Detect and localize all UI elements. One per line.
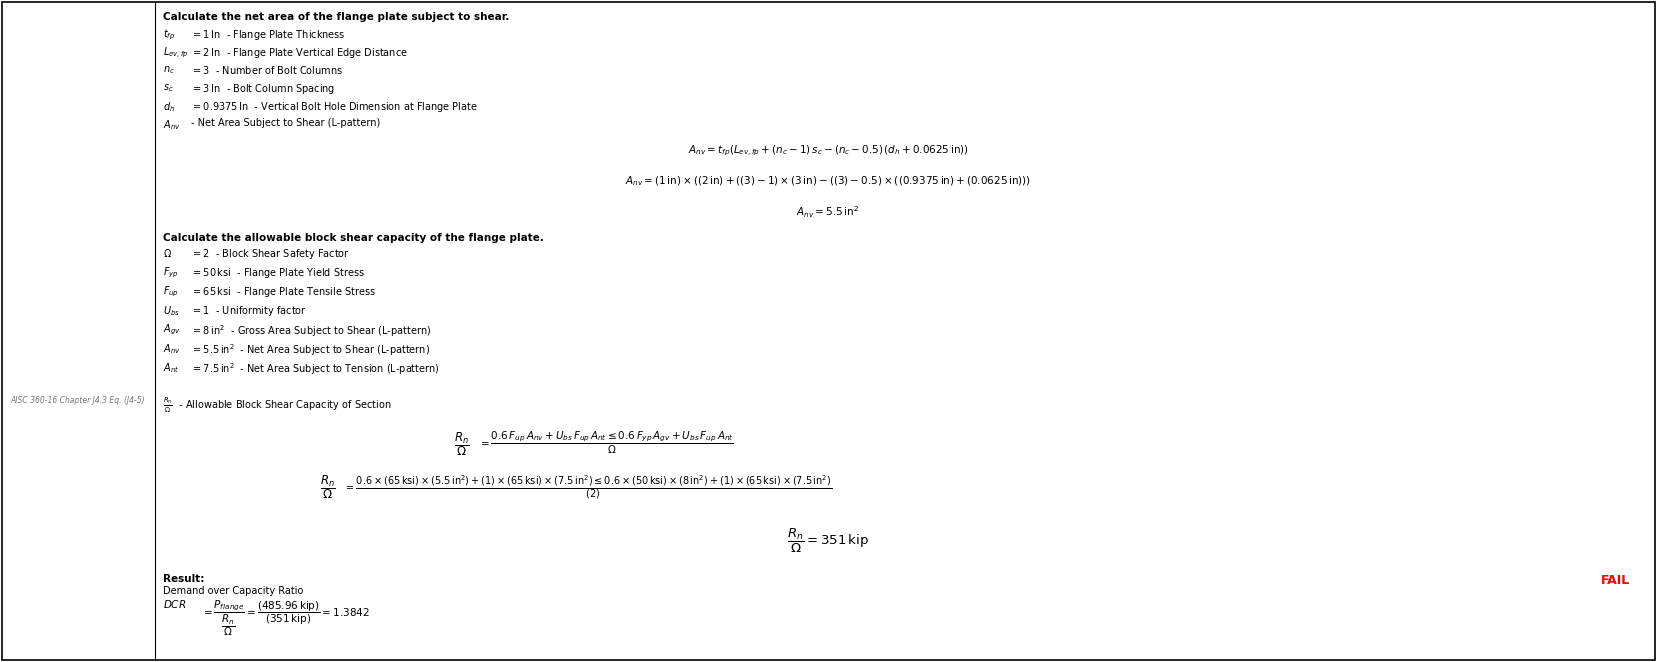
Text: FAIL: FAIL: [1601, 574, 1630, 587]
Text: Calculate the allowable block shear capacity of the flange plate.: Calculate the allowable block shear capa…: [162, 233, 543, 243]
Text: $DCR$: $DCR$: [162, 598, 187, 610]
Text: $= 1$  - Uniformity factor: $= 1$ - Uniformity factor: [191, 304, 307, 318]
Text: $\Omega$: $\Omega$: [162, 247, 172, 259]
Text: $A_{nv}$: $A_{nv}$: [162, 342, 181, 355]
Text: $n_c$: $n_c$: [162, 64, 174, 76]
Text: Calculate the net area of the flange plate subject to shear.: Calculate the net area of the flange pla…: [162, 12, 509, 22]
Text: $\dfrac{R_n}{\Omega}$: $\dfrac{R_n}{\Omega}$: [454, 430, 471, 458]
Text: $\frac{R_n}{\Omega}$  - Allowable Block Shear Capacity of Section: $\frac{R_n}{\Omega}$ - Allowable Block S…: [162, 396, 391, 416]
Text: $A_{gv}$: $A_{gv}$: [162, 323, 181, 338]
Text: Demand over Capacity Ratio: Demand over Capacity Ratio: [162, 586, 303, 596]
Text: $= 8\,\mathrm{in}^2$  - Gross Area Subject to Shear (L-pattern): $= 8\,\mathrm{in}^2$ - Gross Area Subjec…: [191, 323, 431, 339]
Text: $= 7.5\,\mathrm{in}^2$  - Net Area Subject to Tension (L-pattern): $= 7.5\,\mathrm{in}^2$ - Net Area Subjec…: [191, 361, 439, 377]
Text: $= 1\,\mathrm{In}$  - Flange Plate Thickness: $= 1\,\mathrm{In}$ - Flange Plate Thickn…: [191, 28, 346, 42]
Text: $= 50\,\mathrm{ksi}$  - Flange Plate Yield Stress: $= 50\,\mathrm{ksi}$ - Flange Plate Yiel…: [191, 266, 365, 280]
Text: AISC 360-16 Chapter J4.3 Eq. (J4-5): AISC 360-16 Chapter J4.3 Eq. (J4-5): [10, 396, 144, 405]
Text: $= 3$  - Number of Bolt Columns: $= 3$ - Number of Bolt Columns: [191, 64, 343, 76]
Text: $t_{fp}$: $t_{fp}$: [162, 28, 176, 42]
Text: $= 0.9375\,\mathrm{In}$  - Vertical Bolt Hole Dimension at Flange Plate: $= 0.9375\,\mathrm{In}$ - Vertical Bolt …: [191, 100, 477, 114]
Text: $\dfrac{R_n}{\Omega} = 351\,\mathrm{kip}$: $\dfrac{R_n}{\Omega} = 351\,\mathrm{kip}…: [787, 527, 868, 555]
Text: $A_{nv} = (1\,\mathrm{in}) \times ((2\,\mathrm{in}) + ((3) - 1) \times (3\,\math: $A_{nv} = (1\,\mathrm{in}) \times ((2\,\…: [625, 174, 1031, 187]
Text: $s_c$: $s_c$: [162, 82, 174, 94]
Text: $= 65\,\mathrm{ksi}$  - Flange Plate Tensile Stress: $= 65\,\mathrm{ksi}$ - Flange Plate Tens…: [191, 285, 376, 299]
Text: $d_h$: $d_h$: [162, 100, 176, 114]
Text: $= \dfrac{P_{flange}}{\dfrac{R_n}{\Omega}} = \dfrac{(485.96\,\mathrm{kip})}{(351: $= \dfrac{P_{flange}}{\dfrac{R_n}{\Omega…: [200, 598, 370, 638]
Text: $= \dfrac{0.6 \times (65\,\mathrm{ksi}) \times (5.5\,\mathrm{in}^2) + (1) \times: $= \dfrac{0.6 \times (65\,\mathrm{ksi}) …: [345, 473, 832, 501]
Text: $= 2$  - Block Shear Safety Factor: $= 2$ - Block Shear Safety Factor: [191, 247, 350, 261]
Text: $A_{nv}$: $A_{nv}$: [162, 118, 181, 132]
Text: $A_{nv} = 5.5\,\mathrm{in}^2$: $A_{nv} = 5.5\,\mathrm{in}^2$: [797, 204, 860, 220]
Text: $= 2\,\mathrm{In}$  - Flange Plate Vertical Edge Distance: $= 2\,\mathrm{In}$ - Flange Plate Vertic…: [191, 46, 408, 60]
Text: $A_{nt}$: $A_{nt}$: [162, 361, 179, 375]
Text: $= 3\,\mathrm{In}$  - Bolt Column Spacing: $= 3\,\mathrm{In}$ - Bolt Column Spacing: [191, 82, 335, 96]
Text: $= \dfrac{0.6\,F_{up}\,A_{nv} + U_{bs}\,F_{up}\,A_{nt} \leq 0.6\,F_{yp}\,A_{gv} : $= \dfrac{0.6\,F_{up}\,A_{nv} + U_{bs}\,…: [477, 430, 734, 457]
Text: $F_{yp}$: $F_{yp}$: [162, 266, 179, 281]
Text: $A_{nv} = t_{fp}\left(L_{ev,fp} + (n_c - 1)\,s_c - (n_c - 0.5)\,(d_h + 0.0625\,\: $A_{nv} = t_{fp}\left(L_{ev,fp} + (n_c -…: [688, 144, 968, 158]
Text: $= 5.5\,\mathrm{in}^2$  - Net Area Subject to Shear (L-pattern): $= 5.5\,\mathrm{in}^2$ - Net Area Subjec…: [191, 342, 431, 357]
Text: $\dfrac{R_n}{\Omega}$: $\dfrac{R_n}{\Omega}$: [320, 473, 336, 500]
Text: $U_{bs}$: $U_{bs}$: [162, 304, 181, 318]
Text: Result:: Result:: [162, 574, 204, 584]
Text: $L_{ev,fp}$: $L_{ev,fp}$: [162, 46, 189, 60]
Text: - Net Area Subject to Shear (L-pattern): - Net Area Subject to Shear (L-pattern): [191, 118, 379, 128]
Text: $F_{up}$: $F_{up}$: [162, 285, 179, 299]
